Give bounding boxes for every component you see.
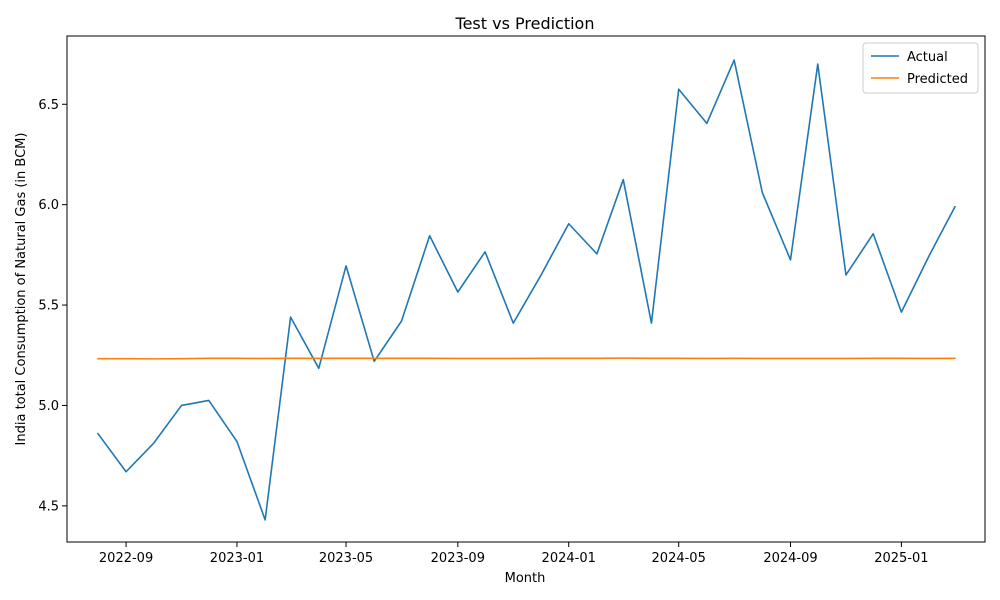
data-point-actual	[428, 235, 430, 237]
series-layer	[97, 59, 956, 521]
data-point-predicted	[264, 357, 266, 359]
legend-label-predicted: Predicted	[907, 72, 968, 87]
data-point-actual	[539, 275, 541, 277]
data-point-predicted	[845, 357, 847, 359]
data-point-actual	[373, 360, 375, 362]
x-tick-label: 2024-09	[763, 551, 817, 566]
data-point-actual	[208, 399, 210, 401]
x-tick-label: 2023-05	[319, 551, 373, 566]
data-point-actual	[400, 320, 402, 322]
data-point-predicted	[539, 357, 541, 359]
data-point-predicted	[568, 357, 570, 359]
x-tick-label: 2024-01	[542, 551, 596, 566]
x-tick-label: 2024-05	[652, 551, 706, 566]
data-point-actual	[180, 404, 182, 406]
data-point-predicted	[373, 357, 375, 359]
data-point-actual	[706, 122, 708, 124]
data-point-actual	[817, 63, 819, 65]
data-point-actual	[733, 59, 735, 61]
x-tick-label: 2022-09	[99, 551, 153, 566]
data-point-predicted	[345, 357, 347, 359]
y-tick-label: 6.5	[38, 98, 59, 113]
series-line-actual	[97, 59, 956, 521]
data-point-actual	[761, 191, 763, 193]
data-point-predicted	[236, 357, 238, 359]
data-point-predicted	[900, 357, 902, 359]
data-point-actual	[457, 291, 459, 293]
data-point-predicted	[428, 357, 430, 359]
data-point-predicted	[928, 357, 930, 359]
data-point-actual	[345, 265, 347, 267]
data-point-predicted	[706, 357, 708, 359]
data-point-actual	[318, 367, 320, 369]
y-axis: 4.5 5.0 5.5 6.0 6.5	[38, 98, 67, 514]
data-point-predicted	[954, 357, 956, 359]
data-point-predicted	[678, 357, 680, 359]
x-tick-label: 2023-01	[210, 551, 264, 566]
data-point-predicted	[318, 357, 320, 359]
data-point-actual	[484, 251, 486, 253]
legend-label-actual: Actual	[907, 50, 948, 65]
series-line-predicted	[97, 357, 956, 360]
data-point-actual	[900, 311, 902, 313]
data-point-actual	[236, 440, 238, 442]
data-point-actual	[954, 205, 956, 207]
data-point-predicted	[872, 357, 874, 359]
data-point-actual	[264, 519, 266, 521]
y-tick-label: 5.5	[38, 299, 59, 314]
data-point-predicted	[97, 357, 99, 359]
data-point-actual	[125, 471, 127, 473]
data-point-predicted	[512, 357, 514, 359]
data-point-actual	[845, 274, 847, 276]
data-point-predicted	[622, 357, 624, 359]
data-point-predicted	[733, 357, 735, 359]
plot-frame	[66, 35, 986, 543]
x-axis-label: Month	[505, 571, 546, 586]
data-point-actual	[512, 322, 514, 324]
data-point-predicted	[789, 357, 791, 359]
data-point-predicted	[152, 358, 154, 360]
data-point-predicted	[484, 357, 486, 359]
x-axis: 2022-09 2023-01 2023-05 2023-09 2024-01 2024-…	[99, 542, 929, 566]
legend: Actual Predicted	[862, 42, 979, 94]
data-point-predicted	[125, 357, 127, 359]
y-tick-label: 5.0	[38, 399, 59, 414]
data-point-predicted	[180, 357, 182, 359]
chart-title: Test vs Prediction	[455, 14, 595, 33]
data-point-actual	[568, 223, 570, 225]
data-point-actual	[650, 322, 652, 324]
data-point-actual	[928, 254, 930, 256]
data-point-actual	[789, 259, 791, 261]
data-point-actual	[678, 88, 680, 90]
data-point-actual	[97, 432, 99, 434]
data-point-predicted	[208, 357, 210, 359]
data-point-actual	[872, 233, 874, 235]
data-point-actual	[622, 178, 624, 180]
y-tick-label: 6.0	[38, 198, 59, 213]
data-point-predicted	[289, 357, 291, 359]
data-point-predicted	[817, 357, 819, 359]
x-tick-label: 2023-09	[431, 551, 485, 566]
data-point-predicted	[400, 357, 402, 359]
x-tick-label: 2025-01	[874, 551, 928, 566]
data-point-predicted	[650, 357, 652, 359]
data-point-predicted	[457, 357, 459, 359]
y-axis-label: India total Consumption of Natural Gas (…	[14, 133, 29, 446]
data-point-actual	[289, 316, 291, 318]
data-point-actual	[596, 253, 598, 255]
data-point-predicted	[761, 357, 763, 359]
y-tick-label: 4.5	[38, 499, 59, 514]
data-point-predicted	[596, 357, 598, 359]
data-point-actual	[152, 442, 154, 444]
